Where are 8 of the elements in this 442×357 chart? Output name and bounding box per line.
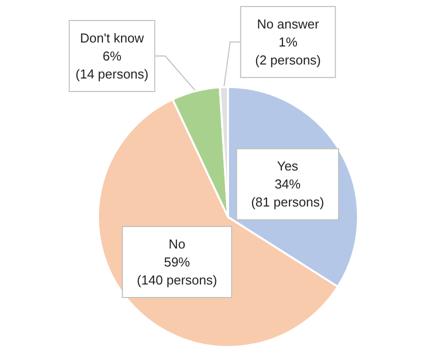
slice-label: Yes: [276, 158, 299, 174]
data-label: 6% (14 persons): [76, 48, 148, 82]
slice-label: No answer: [256, 16, 320, 32]
data-label: 59% (140 persons): [136, 254, 218, 288]
data-label: 1% (2 persons): [255, 34, 321, 68]
data-label: 34% (81 persons): [251, 176, 324, 210]
slice-label: Don't know: [80, 30, 145, 46]
slice-label: No: [168, 236, 186, 252]
